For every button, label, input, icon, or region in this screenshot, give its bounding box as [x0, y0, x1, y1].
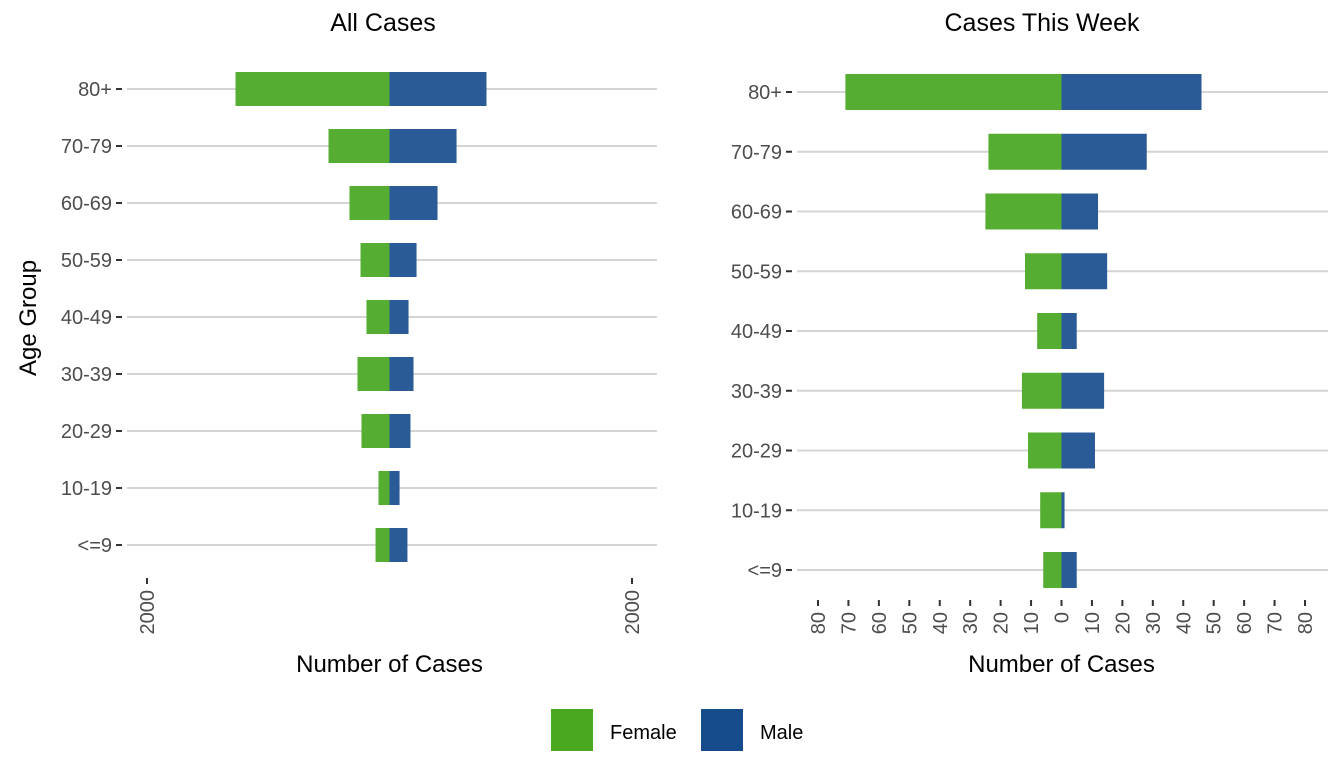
bar-female-5059	[360, 243, 390, 277]
y-tick-label: 10-19	[61, 478, 112, 500]
x-tick-label: 40	[1173, 612, 1195, 634]
y-tick-label: 80+	[748, 82, 782, 104]
bar-female-2029	[361, 414, 390, 448]
legend: Female Male	[551, 709, 803, 751]
y-tick-label: <=9	[748, 560, 782, 582]
x-tick-label: 80	[808, 612, 830, 634]
bar-female-9	[1043, 552, 1062, 588]
x-tick-label: 50	[899, 612, 921, 634]
bar-male-2029	[389, 414, 411, 448]
y-tick-label: 50-59	[731, 261, 782, 283]
bar-male-4049	[1061, 313, 1077, 349]
bar-female-1019	[1040, 492, 1062, 529]
bar-female-7079	[328, 129, 390, 163]
bar-female-6069	[985, 193, 1062, 230]
x-tick-label: 80	[1295, 612, 1317, 634]
x-tick-label: 70	[1265, 612, 1287, 634]
bar-male-7079	[1061, 133, 1147, 170]
y-tick-label: 30-39	[731, 381, 782, 403]
x-tick-label: 0	[1052, 612, 1074, 623]
bar-female-3039	[1021, 372, 1062, 409]
bar-male-80+	[1061, 74, 1202, 110]
x-tick-label: 70	[838, 612, 860, 634]
bar-male-6069	[389, 186, 438, 220]
bar-female-80+	[845, 74, 1062, 110]
bar-male-6069	[1061, 193, 1099, 230]
bar-female-5059	[1024, 253, 1062, 290]
bar-male-3039	[389, 357, 414, 391]
bar-male-5059	[389, 243, 417, 277]
x-tick-label: 20	[1112, 612, 1134, 634]
x-tick-label: 2000	[622, 590, 644, 635]
bar-female-3039	[357, 357, 390, 391]
x-tick-label: 2000	[137, 590, 159, 635]
x-tick-label: 10	[1082, 612, 1104, 634]
bar-male-2029	[1061, 432, 1095, 469]
bar-male-9	[389, 528, 408, 562]
x-tick-label: 60	[869, 612, 891, 634]
x-tick-label: 10	[1021, 612, 1043, 634]
y-tick-label: 80+	[78, 79, 112, 101]
y-tick-label: 70-79	[731, 142, 782, 164]
y-axis-title: Age Group	[15, 260, 42, 376]
x-axis-title: Number of Cases	[968, 651, 1155, 678]
bar-female-7079	[988, 133, 1062, 170]
y-tick-label: <=9	[78, 535, 112, 557]
bar-female-6069	[349, 186, 390, 220]
panel-all-cases: All Cases <=9 10-19 20-29 30-39 40-49 50-59 60-…	[61, 9, 657, 678]
y-tick-label: 70-79	[61, 136, 112, 158]
y-tick-label: 40-49	[61, 307, 112, 329]
bar-male-1019	[1061, 492, 1065, 529]
bar-male-3039	[1061, 372, 1105, 409]
chart-title: All Cases	[330, 9, 436, 37]
y-tick-label: 20-29	[731, 441, 782, 463]
x-tick-label: 30	[1143, 612, 1165, 634]
x-tick-label: 30	[960, 612, 982, 634]
bar-female-2029	[1028, 432, 1062, 469]
bar-female-4049	[1037, 313, 1062, 349]
panel-cases-this-week: Cases This Week <=9 10-19 20-29 30-39 40-49 50…	[731, 9, 1328, 678]
bar-female-1019	[378, 471, 390, 505]
x-tick-label: 40	[930, 612, 952, 634]
x-axis-title: Number of Cases	[296, 651, 483, 678]
x-tick-label: 20	[991, 612, 1013, 634]
y-tick-label: 50-59	[61, 250, 112, 272]
bar-female-9	[375, 528, 390, 562]
bar-male-9	[1061, 552, 1077, 588]
bar-male-4049	[389, 300, 409, 334]
legend-swatch-male	[701, 709, 743, 751]
bar-female-80+	[235, 72, 390, 106]
y-tick-label: 20-29	[61, 421, 112, 443]
y-tick-label: 10-19	[731, 500, 782, 522]
bar-male-5059	[1061, 253, 1108, 290]
bar-male-1019	[389, 471, 400, 505]
y-tick-label: 60-69	[731, 202, 782, 224]
x-tick-label: 50	[1204, 612, 1226, 634]
y-tick-label: 60-69	[61, 193, 112, 215]
bar-male-7079	[389, 129, 457, 163]
y-tick-label: 40-49	[731, 321, 782, 343]
legend-swatch-female	[551, 709, 593, 751]
legend-label-male: Male	[760, 722, 803, 744]
bar-male-80+	[389, 72, 487, 106]
chart-title: Cases This Week	[945, 9, 1140, 37]
x-tick-label: 60	[1234, 612, 1256, 634]
y-tick-label: 30-39	[61, 364, 112, 386]
legend-label-female: Female	[610, 722, 677, 744]
bar-female-4049	[366, 300, 390, 334]
